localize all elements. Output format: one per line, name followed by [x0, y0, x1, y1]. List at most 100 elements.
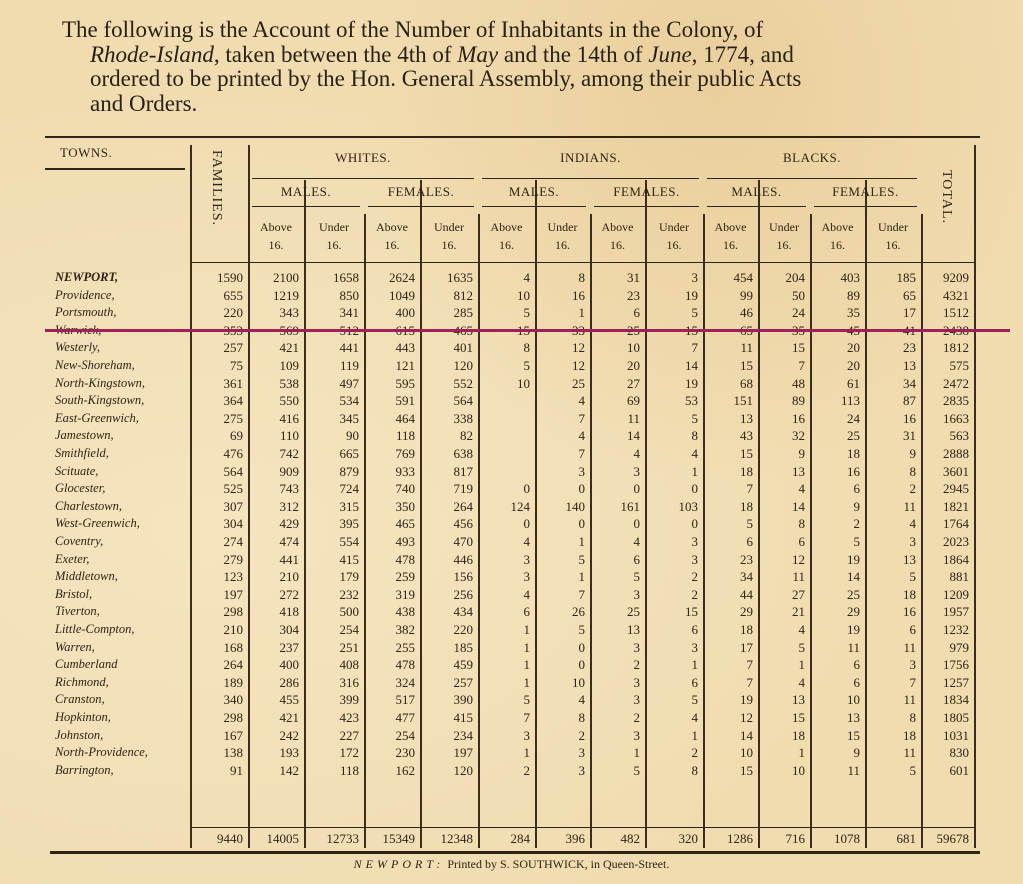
table-cell: 399 — [339, 692, 360, 708]
table-cell: 5 — [523, 358, 531, 373]
table-cell: 43 — [740, 428, 753, 444]
table-cell: 3 — [633, 727, 641, 743]
table-cell: 12 — [740, 710, 753, 725]
table-cell: 286 — [279, 674, 300, 690]
table-cell: 1 — [798, 657, 806, 673]
table-cell: 1 — [523, 639, 531, 655]
table-cell: 465 — [395, 516, 416, 532]
title-line-3: ordered to be printed by the Hon. Genera… — [90, 66, 802, 91]
table-cell: 19 — [685, 375, 698, 391]
title-text: and the 14th of — [498, 41, 649, 67]
table-row: Charlestown, 307 312 315 350 264 124 140 161 103 1… — [45, 499, 975, 516]
title-text: , 1774, and — [691, 41, 794, 67]
table-cell: 665 — [339, 446, 360, 461]
table-cell: 13 — [792, 463, 805, 479]
table-cell: 0 — [578, 516, 586, 532]
header-families: FAMILIES. — [209, 150, 224, 227]
column-divider — [758, 180, 760, 848]
town-name: Scituate, — [55, 463, 99, 478]
table-cell: 1 — [691, 727, 699, 743]
table-cell: 1805 — [943, 710, 969, 725]
table-cell: 10 — [792, 762, 805, 778]
table-cell: 441 — [279, 551, 300, 567]
table-cell: 979 — [949, 639, 970, 655]
total-cell: 396 — [565, 831, 586, 846]
table-cell: 881 — [949, 569, 970, 585]
table-cell: 382 — [395, 622, 416, 637]
header-above-16: Above 16. — [248, 218, 304, 254]
table-cell: 1764 — [943, 516, 969, 532]
age-label: 16. — [441, 238, 457, 252]
total-cell: 15349 — [382, 831, 416, 846]
table-row: Providence, 655 1219 850 1049 812 10 16 23 19 99 50… — [45, 288, 975, 305]
table-cell: 8 — [523, 340, 531, 356]
table-cell: 257 — [453, 674, 474, 690]
table-cell: 6 — [691, 674, 699, 690]
table-cell: 1812 — [943, 340, 969, 356]
table-cell: 120 — [453, 762, 474, 778]
table-cell: 2888 — [943, 446, 969, 461]
table-cell: 1957 — [943, 604, 969, 620]
table-cell: 13 — [847, 710, 860, 725]
town-name: North-Kingstown, — [55, 375, 145, 390]
table-row: Johnston, 167 242 227 254 234 3 2 3 1 14 18 15 18 1031 — [45, 728, 975, 745]
table-cell: 879 — [339, 463, 360, 479]
table-cell: 0 — [691, 516, 699, 532]
table-cell: 13 — [903, 358, 916, 373]
table-row: Smithfield, 476 742 665 769 638 7 4 4 15 9 18 9 2888 — [45, 446, 975, 463]
table-cell: 3 — [578, 463, 586, 479]
table-cell: 14 — [792, 498, 805, 514]
age-label: 16. — [326, 238, 342, 252]
table-cell: 3 — [523, 727, 531, 743]
table-cell: 3 — [578, 762, 586, 778]
table-cell: 4 — [523, 534, 531, 549]
table-cell: 11 — [847, 762, 860, 778]
column-divider — [810, 214, 812, 848]
age-label: 16. — [610, 238, 625, 252]
table-cell: 151 — [733, 393, 754, 409]
above-label: Above — [714, 220, 747, 234]
table-cell: 16 — [792, 410, 805, 426]
table-row: Portsmouth, 220 343 341 400 285 5 1 6 5 46 24 35 17 15… — [45, 305, 975, 322]
table-cell: 298 — [223, 604, 244, 620]
table-cell: 338 — [453, 410, 474, 426]
table-cell: 9 — [909, 446, 917, 461]
table-cell: 118 — [339, 762, 359, 778]
table-cell: 25 — [627, 604, 640, 620]
group-rule — [482, 178, 699, 179]
table-cell: 18 — [903, 727, 916, 743]
town-name: Charlestown, — [55, 498, 123, 513]
table-cell: 18 — [792, 727, 805, 743]
header-towns: TOWNS. — [60, 145, 113, 160]
table-cell: 197 — [453, 745, 474, 761]
column-divider — [478, 214, 480, 848]
header-above-16: Above 16. — [478, 218, 535, 254]
table-cell: 2 — [691, 745, 699, 761]
table-cell: 5 — [578, 551, 586, 567]
table-cell: 10 — [847, 692, 860, 708]
table-cell: 8 — [798, 516, 806, 532]
table-cell: 400 — [279, 657, 300, 673]
table-cell: 7 — [691, 340, 699, 356]
table-cell: 23 — [627, 287, 640, 303]
table-cell: 23 — [740, 551, 753, 567]
table-cell: 138 — [223, 745, 244, 761]
table-cell: 5 — [691, 410, 699, 426]
table-cell: 162 — [395, 762, 416, 778]
column-divider — [865, 180, 867, 848]
table-cell: 456 — [453, 516, 474, 532]
table-cell: 316 — [339, 674, 360, 690]
table-cell: 4 — [691, 446, 699, 461]
table-cell: 8 — [909, 463, 917, 479]
table-cell: 8 — [691, 428, 699, 444]
table-row: Little-Compton, 210 304 254 382 220 1 5 13 6 18 4 19… — [45, 622, 975, 639]
table-cell: 124 — [510, 498, 531, 514]
table-cell: 11 — [792, 569, 805, 585]
table-cell: 179 — [339, 569, 360, 585]
town-name: Cumberland — [55, 657, 118, 672]
table-cell: 31 — [627, 270, 640, 285]
table-cell: 1658 — [333, 270, 359, 285]
table-cell: 1232 — [943, 622, 969, 637]
column-divider — [304, 180, 306, 848]
table-cell: 361 — [223, 375, 244, 391]
